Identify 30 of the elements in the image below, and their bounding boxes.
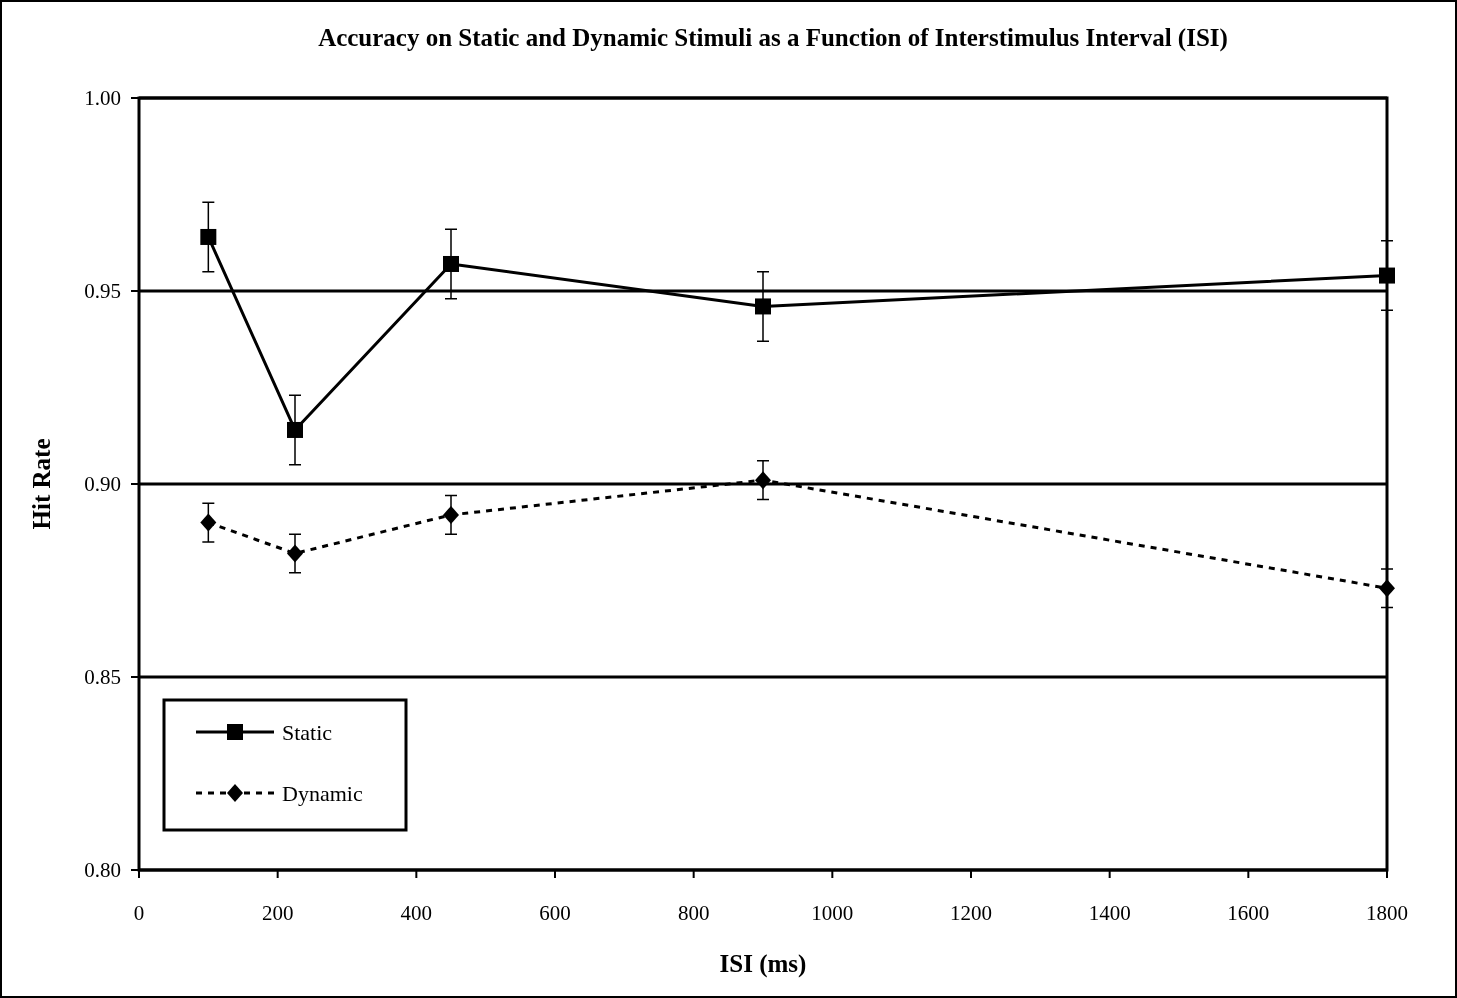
point [755,471,771,490]
x-tick-label: 200 [261,901,294,925]
x-tick-label: 1000 [811,901,854,925]
y-tick-label: 0.80 [84,858,121,883]
point [1379,267,1395,284]
point [287,544,303,563]
point [200,513,217,532]
x-axis-title: ISI (ms) [719,950,807,978]
x-tick-label: 400 [400,901,433,925]
point [755,298,771,315]
y-tick-label: 0.85 [84,665,121,690]
point [443,255,459,272]
x-tick-label: 1800 [1366,901,1408,925]
chart-title: Accuracy on Static and Dynamic Stimuli as a Function of Interstimulus Interval (ISI) [318,24,1228,52]
x-tick-label: 1200 [950,901,992,925]
x-tick-label: 0 [133,901,145,925]
point [1379,579,1395,598]
y-tick-label: 0.90 [84,472,121,497]
point [443,505,459,524]
point [287,421,303,438]
x-tick-label: 1400 [1088,901,1131,925]
x-tick-label: 800 [677,901,710,925]
y-tick-label: 1.00 [84,86,121,111]
y-tick-label: 0.95 [84,279,121,304]
x-tick-label: 1600 [1227,901,1270,925]
point [200,228,217,245]
legend-label: Dynamic [282,780,363,806]
legend-label: Static [282,719,333,745]
x-tick-label: 600 [539,901,571,925]
y-axis-title: Hit Rate [28,438,55,530]
